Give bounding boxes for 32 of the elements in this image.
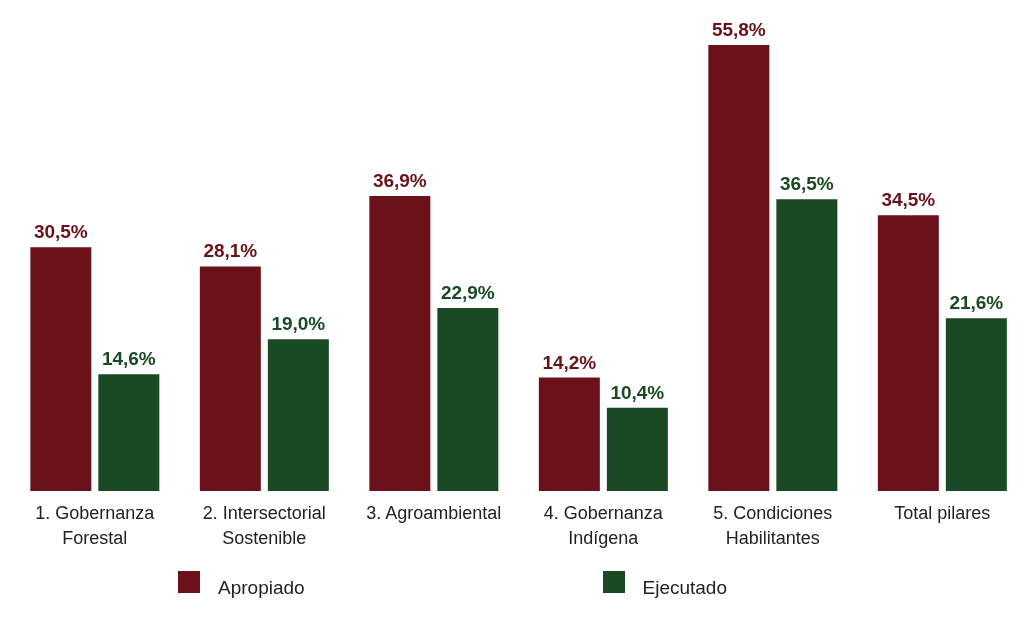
bar — [199, 266, 261, 491]
data-label: 28,1% — [203, 240, 258, 262]
bar — [776, 199, 838, 491]
bar — [877, 215, 939, 491]
x-tick-label: Total pilares — [894, 503, 991, 523]
bar — [538, 377, 600, 491]
data-label: 10,4% — [610, 381, 665, 403]
legend-label: Ejecutado — [642, 577, 728, 599]
x-tick-label: 3. Agroambiental — [366, 503, 502, 523]
data-label: 36,9% — [372, 170, 427, 192]
x-tick-label: 4. Gobernanza Indígena — [543, 503, 664, 548]
bar — [606, 407, 668, 491]
data-label: 36,5% — [779, 173, 834, 195]
data-label: 14,6% — [101, 348, 156, 370]
legend-label: Apropiado — [218, 577, 305, 599]
bar — [945, 318, 1007, 491]
data-label: 14,2% — [542, 351, 597, 373]
bar — [98, 374, 160, 491]
bar — [267, 339, 329, 491]
data-label: 19,0% — [271, 313, 326, 335]
x-tick-label: 1. Gobernanza Forestal — [35, 503, 156, 548]
bar — [708, 45, 770, 491]
data-label: 30,5% — [33, 221, 88, 243]
bar — [30, 247, 92, 491]
data-label: 55,8% — [711, 19, 766, 40]
data-label: 34,5% — [881, 189, 936, 211]
data-label: 22,9% — [440, 281, 495, 303]
bar — [369, 196, 431, 491]
bar — [437, 307, 499, 491]
x-tick-label: 2. Intersectorial Sostenible — [202, 503, 326, 548]
x-tick-label: 5. Condiciones Habilitantes — [713, 503, 833, 548]
data-label: 21,6% — [949, 292, 1004, 314]
